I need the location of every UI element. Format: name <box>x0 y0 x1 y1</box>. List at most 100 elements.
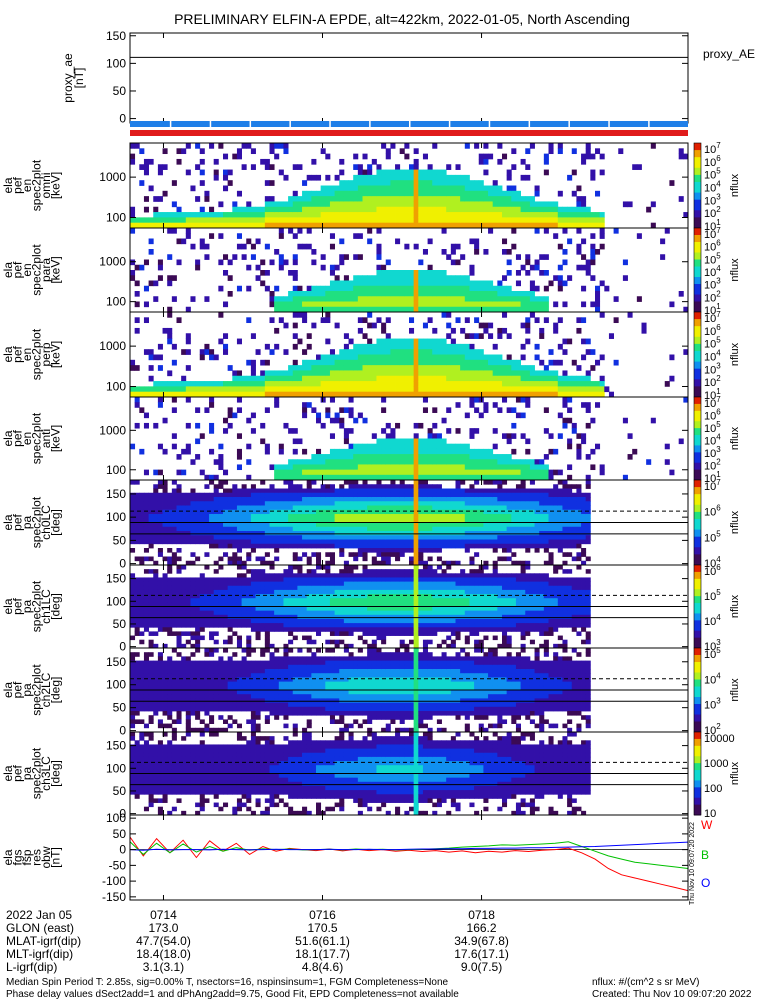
heatmap-cell <box>153 280 159 287</box>
heatmap-cell <box>185 386 191 393</box>
heatmap-cell <box>455 492 461 498</box>
heatmap-cell <box>376 301 382 308</box>
heatmap-cell <box>464 514 470 519</box>
heatmap-cell <box>520 509 526 515</box>
heatmap-cell <box>143 158 149 165</box>
heatmap-cell <box>357 548 363 553</box>
heatmap-cell <box>260 509 266 515</box>
heatmap-cell <box>246 552 252 557</box>
heatmap-cell <box>190 526 196 532</box>
heatmap-cell <box>250 222 256 229</box>
heatmap-cell <box>595 296 601 302</box>
heatmap-cell <box>460 306 466 313</box>
heatmap-cell <box>446 280 452 287</box>
heatmap-cell <box>478 518 484 523</box>
heatmap-cell <box>446 469 452 476</box>
heatmap-cell <box>199 501 205 506</box>
heatmap-cell <box>478 201 484 208</box>
y-tick-label: 50 <box>113 533 127 547</box>
heatmap-cell <box>455 375 461 382</box>
heatmap-cell <box>162 581 168 587</box>
heatmap-cell <box>483 531 489 536</box>
heatmap-cell <box>288 480 294 485</box>
heatmap-cell <box>362 459 368 465</box>
heatmap-cell <box>348 306 354 313</box>
heatmap-cell <box>362 317 368 324</box>
heatmap-cell <box>455 306 461 313</box>
heatmap-cell <box>362 474 368 481</box>
heatmap-cell <box>548 509 554 515</box>
heatmap-cell <box>581 514 587 519</box>
colorbar-segment <box>694 476 701 481</box>
heatmap-cell <box>283 174 289 181</box>
heatmap-cell <box>409 514 415 519</box>
heatmap-cell <box>264 180 270 186</box>
heatmap-cell <box>367 275 373 281</box>
heatmap-cell <box>543 153 549 160</box>
heatmap-cell <box>483 492 489 498</box>
heatmap-cell <box>474 180 480 186</box>
panel-pa_ch0LC: 050100150elapefpaspec2plotch0LC[deg]1071… <box>1 478 741 571</box>
heatmap-cell <box>367 474 373 481</box>
heatmap-cell <box>469 433 475 439</box>
heatmap-cell <box>492 488 498 494</box>
heatmap-cell <box>446 359 452 366</box>
heatmap-cell <box>148 238 154 245</box>
heatmap-cell <box>413 270 419 276</box>
heatmap-cell <box>153 386 159 393</box>
heatmap-cell <box>199 606 205 612</box>
heatmap-cell <box>478 505 484 511</box>
heatmap-cell <box>288 514 294 519</box>
heatmap-cell <box>399 543 405 549</box>
colorbar-tick-label: 106 <box>704 154 721 169</box>
heatmap-cell <box>511 522 517 528</box>
heatmap-cell <box>167 386 173 393</box>
heatmap-cell <box>185 539 191 545</box>
heatmap-cell <box>511 296 517 302</box>
heatmap-cell <box>130 577 136 582</box>
heatmap-cell <box>195 526 201 532</box>
heatmap-cell <box>436 381 442 387</box>
heatmap-cell <box>167 594 173 599</box>
heatmap-cell <box>278 264 284 271</box>
heatmap-cell <box>325 359 331 366</box>
heatmap-cell <box>395 285 401 292</box>
heatmap-cell <box>204 243 210 250</box>
heatmap-cell <box>232 522 238 528</box>
heatmap-cell <box>185 581 191 587</box>
heatmap-cell <box>450 327 456 334</box>
heatmap-cell <box>223 254 229 260</box>
heatmap-cell <box>320 217 326 224</box>
heatmap-cell <box>409 174 415 181</box>
heatmap-cell <box>385 492 391 498</box>
heatmap-cell <box>422 407 428 413</box>
heatmap-cell <box>274 497 280 502</box>
heatmap-cell <box>418 354 424 361</box>
y-axis-label: spec2plot <box>30 159 44 211</box>
heatmap-cell <box>590 233 596 239</box>
heatmap-cell <box>311 375 317 382</box>
heatmap-cell <box>297 338 303 345</box>
heatmap-cell <box>339 505 345 511</box>
heatmap-cell <box>390 469 396 476</box>
heatmap-cell <box>288 228 294 234</box>
heatmap-cell <box>497 543 503 549</box>
heatmap-cell <box>139 386 145 393</box>
heatmap-cell <box>232 514 238 519</box>
heatmap-cell <box>255 531 261 536</box>
heatmap-cell <box>185 422 191 429</box>
heatmap-cell <box>506 296 512 302</box>
heatmap-cell <box>232 518 238 523</box>
heatmap-cell <box>348 386 354 393</box>
heatmap-cell <box>460 391 466 398</box>
heatmap-cell <box>274 296 280 302</box>
heatmap-cell <box>483 185 489 192</box>
heatmap-cell <box>176 259 182 266</box>
heatmap-cell <box>167 509 173 515</box>
heatmap-cell <box>218 518 224 523</box>
heatmap-cell <box>460 365 466 371</box>
heatmap-cell <box>543 526 549 532</box>
heatmap-cell <box>525 370 531 377</box>
heatmap-cell <box>362 522 368 528</box>
heatmap-cell <box>297 501 303 506</box>
